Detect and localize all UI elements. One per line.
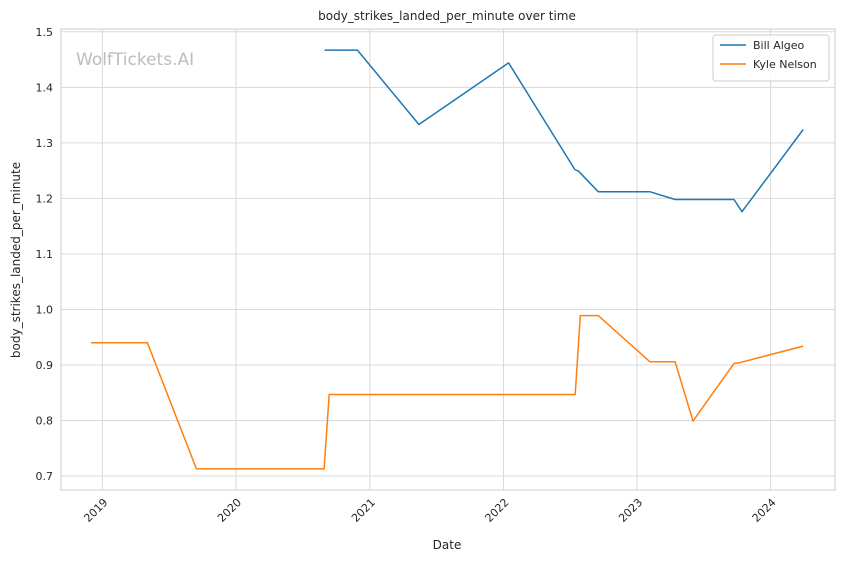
legend-box: [712, 34, 830, 82]
watermark-text: WolfTickets.AI: [76, 50, 194, 70]
legend-label: Kyle Nelson: [753, 58, 817, 71]
y-axis-title: body_strikes_landed_per_minute: [9, 162, 23, 358]
chart-title: body_strikes_landed_per_minute over time: [318, 9, 576, 23]
y-tick-label: 0.7: [36, 470, 54, 483]
y-axis-ticks: 0.7 0.8 0.9 1.0 1.1 1.2 1.3 1.4 1.5: [36, 26, 54, 483]
x-tick-label: 2023: [616, 496, 645, 525]
y-tick-label: 1.1: [36, 248, 54, 261]
y-tick-label: 1.3: [36, 137, 54, 150]
gridlines: [61, 29, 835, 490]
y-tick-label: 1.2: [36, 192, 54, 205]
series-line-0: [324, 49, 804, 213]
x-tick-label: 2022: [483, 496, 512, 525]
x-tick-label: 2020: [215, 496, 244, 525]
x-axis-title: Date: [433, 538, 462, 552]
x-axis-ticks: 2019 2020 2021 2022 2023 2024: [81, 496, 778, 525]
legend: Bill Algeo Kyle Nelson: [712, 34, 830, 82]
y-tick-label: 1.0: [36, 303, 54, 316]
x-tick-label: 2021: [349, 496, 378, 525]
x-tick-label: 2024: [750, 496, 779, 525]
y-tick-label: 0.9: [36, 359, 54, 372]
y-tick-label: 0.8: [36, 415, 54, 428]
legend-label: Bill Algeo: [753, 39, 805, 52]
series-line-1: [91, 314, 804, 470]
y-tick-label: 1.4: [36, 81, 54, 94]
series-layer: [91, 49, 804, 470]
plot-frame: [60, 28, 836, 491]
y-tick-label: 1.5: [36, 26, 54, 39]
x-tick-label: 2019: [81, 496, 110, 525]
